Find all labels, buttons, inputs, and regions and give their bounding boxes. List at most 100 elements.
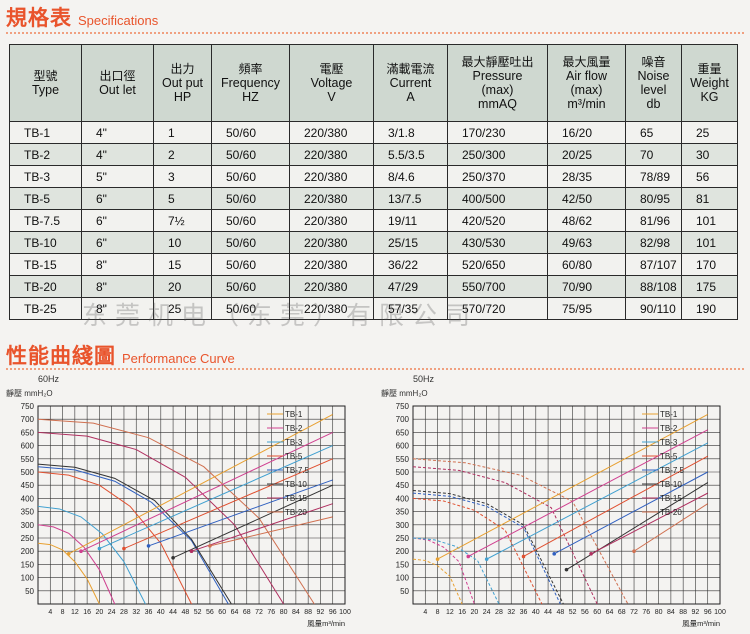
y-tick-label: 700 [396, 415, 410, 424]
system-line-tb-10 [172, 484, 333, 559]
perf-curve-tb-3 [37, 505, 146, 605]
legend-label: TB-3 [285, 438, 303, 447]
perf-curve-tb-20 [412, 458, 629, 605]
perf-curve-tb-5 [37, 471, 192, 605]
header-en: (max) [481, 83, 514, 97]
operating-point [589, 552, 593, 556]
perf-curve-tb-2 [412, 537, 475, 605]
table-cell: 2 [153, 143, 212, 166]
table-cell: 3 [153, 165, 212, 188]
table-cell: 220/380 [289, 143, 374, 166]
perf-title-divider [6, 368, 744, 370]
header-en: HZ [242, 90, 259, 104]
table-cell: 47/29 [373, 275, 448, 298]
header-cn: 最大風量 [562, 55, 611, 69]
system-line-tb-7-5 [148, 479, 333, 547]
spec-section-title: 規格表 Specifications [6, 2, 158, 32]
header-en: mmAQ [478, 97, 517, 111]
table-cell: 50/60 [211, 165, 290, 188]
x-tick-label: 48 [556, 609, 564, 616]
legend-label: TB-15 [660, 494, 682, 503]
y-tick-label: 50 [400, 587, 409, 596]
header-en: db [646, 97, 661, 111]
header-en: Pressure [472, 69, 523, 83]
y-tick-label: 500 [396, 468, 410, 477]
legend-label: TB-15 [285, 494, 307, 503]
header-cn: 頻率 [238, 62, 263, 76]
header-cell: 頻率 Frequency HZ [211, 44, 290, 122]
table-cell: 50/60 [211, 297, 290, 320]
x-tick-label: 28 [120, 609, 128, 616]
y-tick-label: 450 [396, 481, 410, 490]
table-cell: 50/60 [211, 121, 290, 144]
operating-point [208, 544, 212, 548]
operating-point [564, 567, 569, 572]
table-cell: 220/380 [289, 209, 374, 232]
table-cell: 190 [681, 297, 738, 320]
y-tick-label: 100 [21, 574, 35, 583]
table-cell: 5.5/3.5 [373, 143, 448, 166]
table-cell: TB-15 [9, 253, 82, 276]
legend-label: TB-2 [285, 424, 303, 433]
x-tick-label: 64 [231, 609, 239, 616]
table-cell: 3/1.8 [373, 121, 448, 144]
table-cell: 220/380 [289, 121, 374, 144]
header-cell: 噪音 Noise level db [625, 44, 682, 122]
header-en: Weight [690, 76, 729, 90]
x-tick-label: 8 [61, 609, 65, 616]
table-cell: 250/370 [447, 165, 548, 188]
system-line-tb-1 [437, 414, 708, 560]
y-tick-label: 650 [21, 428, 35, 437]
perf-curve-tb-3 [412, 537, 500, 605]
x-tick-label: 40 [157, 609, 165, 616]
table-cell: 65 [625, 121, 682, 144]
y-tick-label: 250 [396, 534, 410, 543]
watermark: 东莞机电（东莞）有限公司 [82, 301, 479, 330]
chart-freq-label: 50Hz [413, 374, 435, 384]
system-line-tb-2 [80, 431, 333, 552]
y-tick-label: 300 [21, 521, 35, 530]
table-cell: 70/90 [547, 275, 626, 298]
y-tick-label: 200 [21, 547, 35, 556]
table-cell: 36/22 [373, 253, 448, 276]
operating-point [97, 546, 102, 551]
spec-title-en: Specifications [78, 13, 159, 28]
operating-point [632, 549, 636, 553]
x-tick-label: 96 [704, 609, 712, 616]
chart-xlabel: 風量m³/min [682, 619, 720, 628]
perf-curve-tb-7-5 [412, 492, 561, 605]
table-cell: 20 [153, 275, 212, 298]
header-en: Type [31, 83, 60, 97]
table-cell: TB-10 [9, 231, 82, 254]
perf-title-cn: 性能曲綫圖 [6, 344, 116, 368]
table-cell: 19/11 [373, 209, 448, 232]
legend-label: TB-2 [660, 424, 678, 433]
x-tick-label: 72 [255, 609, 263, 616]
table-cell: 50/60 [211, 275, 290, 298]
x-tick-label: 32 [132, 609, 140, 616]
x-tick-label: 68 [618, 609, 626, 616]
table-cell: 7½ [153, 209, 212, 232]
table-cell: 56 [681, 165, 738, 188]
system-line-tb-15 [191, 503, 333, 552]
header-en: Voltage [310, 76, 353, 90]
system-line-tb-5 [523, 455, 708, 557]
y-tick-label: 750 [21, 402, 35, 411]
x-tick-label: 52 [569, 609, 577, 616]
table-cell: 70 [625, 143, 682, 166]
table-cell: 170 [681, 253, 738, 276]
header-cell: 重量 Weight KG [681, 44, 738, 122]
y-tick-label: 150 [21, 560, 35, 569]
y-tick-label: 550 [396, 455, 410, 464]
table-cell: 4" [81, 143, 154, 166]
table-row: TB-1 4" 1 50/60 220/380 3/1.8 170/230 16/20 65 25 [9, 121, 738, 144]
header-cell: 電壓 Voltage V [289, 44, 374, 122]
table-cell: 50/60 [211, 143, 290, 166]
header-cn: 出口徑 [99, 69, 136, 83]
perf-curve-tb-1 [412, 558, 463, 605]
x-tick-label: 56 [206, 609, 214, 616]
x-tick-label: 24 [483, 609, 491, 616]
header-cn: 重量 [697, 62, 722, 76]
table-cell: 101 [681, 209, 738, 232]
system-line-tb-3 [486, 442, 708, 560]
